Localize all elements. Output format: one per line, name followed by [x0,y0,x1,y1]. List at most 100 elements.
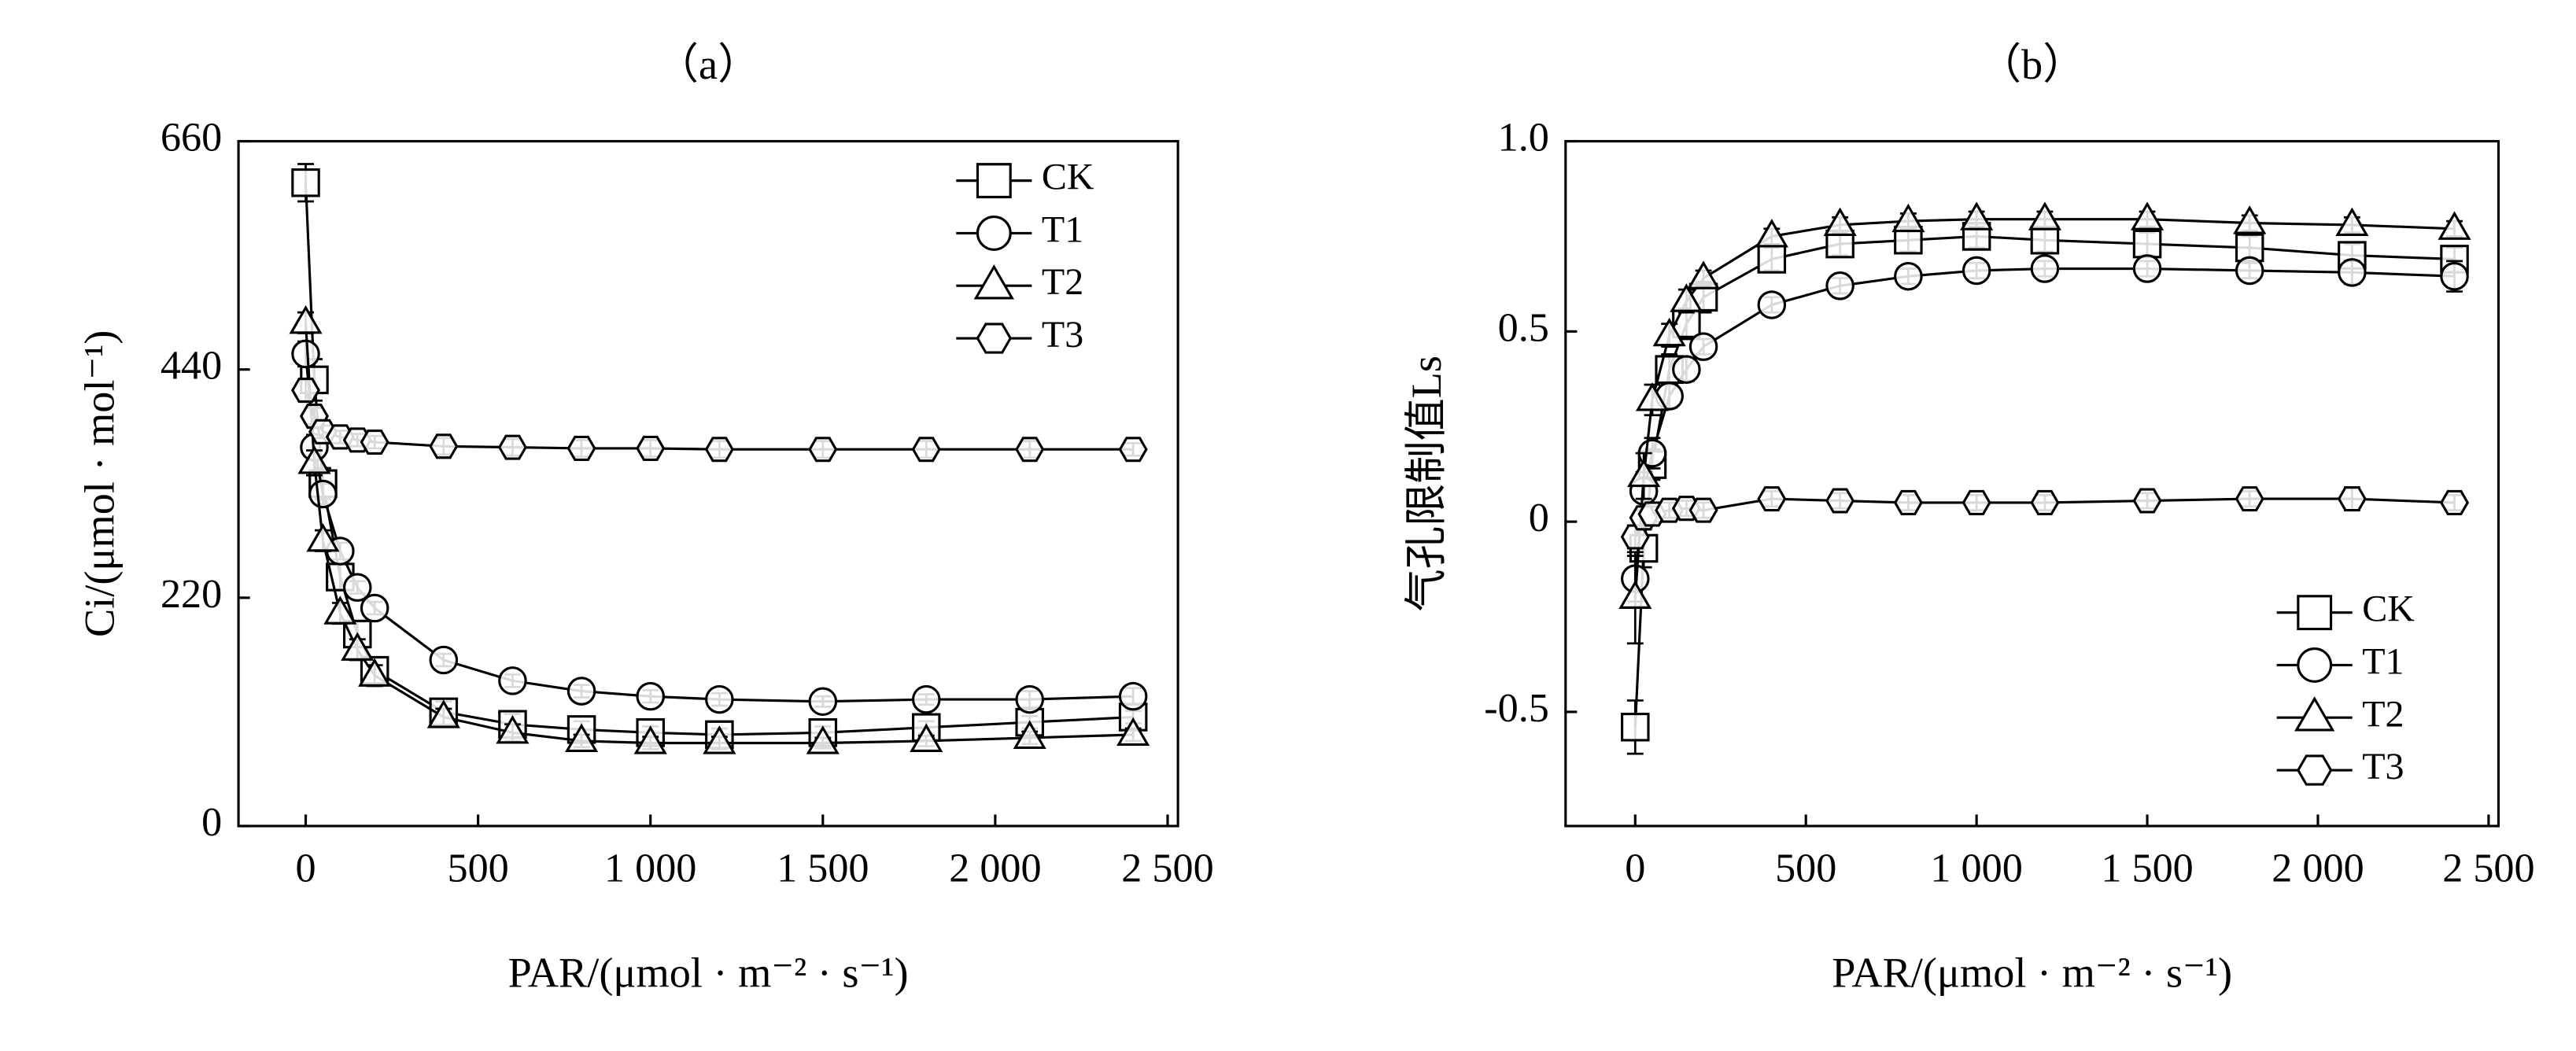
x-axis-label: PAR/(μmol · m⁻² · s⁻¹) [508,950,909,997]
y-axis-label: Ci/(μmol · mol⁻¹) [76,330,123,637]
data-point [291,339,320,369]
data-point [2337,486,2367,512]
data-point [1823,207,1857,237]
x-tick-label: 0 [295,846,316,891]
data-point [341,632,375,661]
data-point [2338,258,2367,287]
legend-label: T1 [2362,640,2404,682]
legend-label: T2 [1042,261,1083,303]
data-point [2335,207,2369,237]
y-tick-label: -0.5 [1484,686,1549,731]
legend-label: T1 [1042,208,1083,250]
legend-marker [973,264,1015,300]
data-point [566,435,596,461]
data-point [2440,261,2469,291]
data-point [342,573,372,602]
data-point [911,437,941,463]
legend-label: CK [1042,157,1094,198]
data-point [2235,486,2264,512]
data-point [1962,489,1991,515]
y-tick-label: 440 [161,344,222,389]
legend-marker [2297,647,2333,683]
legend-label: T2 [2362,693,2404,735]
x-tick-label: 0 [1625,846,1645,891]
data-point [1686,260,1721,289]
data-point [636,435,666,461]
y-tick-label: 1.0 [1498,115,1549,160]
data-point [1013,720,1046,749]
legend-label: T3 [1042,314,1083,356]
legend-marker [2297,595,2333,631]
data-point [323,596,357,625]
data-point [705,684,734,714]
data-point [564,723,599,752]
data-point [1618,580,1652,609]
legend-marker [976,215,1012,251]
data-point [360,429,389,455]
legend-marker [2294,696,2335,732]
series-line [304,353,1134,703]
data-point [2235,233,2264,263]
plot-frame [1564,139,2500,828]
x-tick-label: 1 000 [1930,846,2022,891]
data-point [2132,488,2162,514]
data-point [2030,254,2060,283]
x-tick-label: 1 500 [777,846,869,891]
data-point [2030,225,2060,255]
data-point [636,681,665,711]
legend-marker [2297,754,2333,786]
data-point [289,305,323,334]
chart-title: （b） [1979,41,2086,88]
x-tick-label: 2 000 [2272,846,2364,891]
data-point [910,723,943,752]
data-point [1116,717,1150,747]
x-axis-label: PAR/(μmol · m⁻² · s⁻¹) [1832,950,2232,997]
data-point [1755,219,1788,248]
x-tick-label: 1 000 [604,846,696,891]
data-point [2028,201,2061,230]
data-point [2438,211,2471,240]
data-point [1670,283,1703,312]
data-point [2130,201,2165,230]
data-point [1757,290,1787,319]
data-point [1635,382,1670,411]
data-point [704,437,734,463]
data-point [358,658,392,687]
data-point [496,714,530,744]
data-point [1672,355,1701,384]
data-point [806,725,840,754]
data-point [1688,332,1718,361]
x-tick-label: 500 [1775,846,1836,891]
data-point [1015,684,1044,714]
y-tick-label: 220 [161,572,222,617]
data-point [566,677,596,706]
data-point [2233,205,2267,234]
y-tick-label: 660 [161,115,222,160]
data-point [1652,317,1686,347]
data-point [360,593,389,623]
data-point [426,699,460,728]
y-tick-label: 0.5 [1498,305,1549,350]
data-point [1825,488,1855,514]
legend-marker [976,323,1013,354]
data-point [1757,486,1787,512]
plot-frame [237,139,1179,828]
data-point [291,168,320,197]
data-point [703,725,736,754]
x-tick-label: 500 [447,846,508,891]
data-point [1962,256,1991,286]
data-point [308,479,338,509]
data-point [429,433,459,459]
data-point [1015,437,1045,463]
data-point [633,725,667,754]
x-tick-label: 2 500 [2442,846,2534,891]
data-point [1894,261,1923,291]
data-point [1627,458,1661,488]
y-axis-label: 气孔限制值Ls [1403,356,1450,612]
y-tick-label: 0 [1529,496,1549,540]
data-point [498,666,527,695]
data-point [911,684,941,714]
data-point [1118,681,1148,711]
